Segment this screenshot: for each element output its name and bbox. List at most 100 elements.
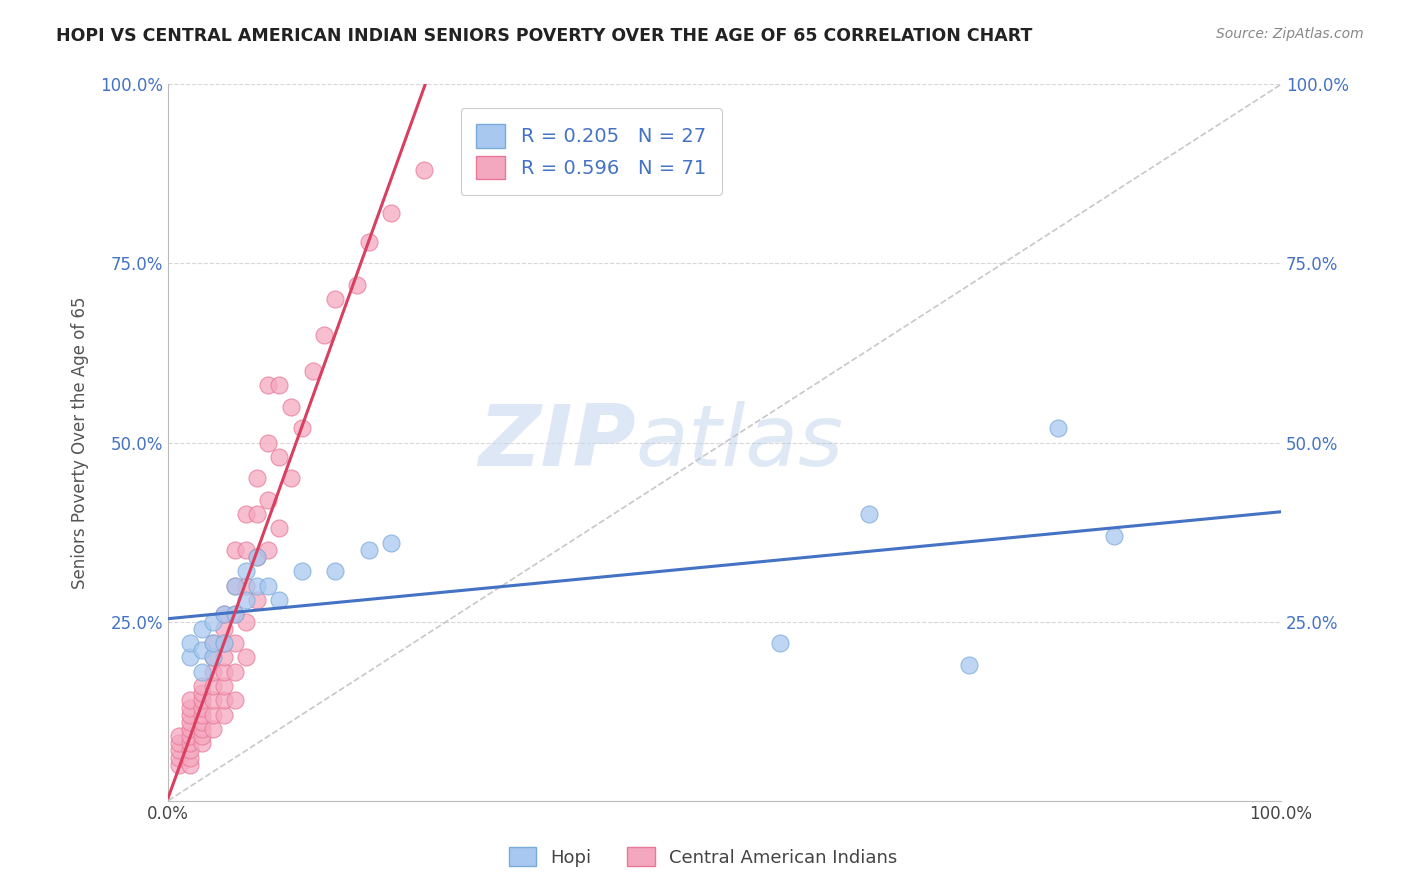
Point xyxy=(169,750,191,764)
Text: atlas: atlas xyxy=(636,401,844,484)
Point xyxy=(179,693,201,707)
Point xyxy=(212,679,235,693)
Point xyxy=(169,736,191,750)
Point xyxy=(190,665,212,679)
Point xyxy=(179,757,201,772)
Point xyxy=(235,650,257,665)
Point xyxy=(257,435,280,450)
Point xyxy=(224,607,246,622)
Point xyxy=(312,328,335,343)
Point xyxy=(257,543,280,558)
Point xyxy=(357,543,380,558)
Legend: R = 0.205   N = 27, R = 0.596   N = 71: R = 0.205 N = 27, R = 0.596 N = 71 xyxy=(461,109,721,194)
Point xyxy=(212,607,235,622)
Point xyxy=(246,471,269,485)
Point xyxy=(235,579,257,593)
Point xyxy=(179,722,201,736)
Point xyxy=(357,235,380,249)
Point xyxy=(269,450,291,464)
Point xyxy=(323,293,346,307)
Point xyxy=(269,593,291,607)
Point xyxy=(179,714,201,729)
Point xyxy=(169,729,191,743)
Y-axis label: Seniors Poverty Over the Age of 65: Seniors Poverty Over the Age of 65 xyxy=(72,296,89,589)
Point xyxy=(201,615,224,629)
Point xyxy=(190,679,212,693)
Point xyxy=(169,743,191,757)
Point xyxy=(291,565,314,579)
Point xyxy=(280,471,302,485)
Point xyxy=(179,700,201,714)
Point xyxy=(201,722,224,736)
Point xyxy=(235,565,257,579)
Point xyxy=(858,507,880,521)
Point xyxy=(190,686,212,700)
Point xyxy=(201,693,224,707)
Point xyxy=(224,607,246,622)
Point xyxy=(269,521,291,535)
Point xyxy=(201,636,224,650)
Point xyxy=(190,700,212,714)
Point xyxy=(201,636,224,650)
Point xyxy=(257,579,280,593)
Legend: Hopi, Central American Indians: Hopi, Central American Indians xyxy=(502,840,904,874)
Point xyxy=(190,643,212,657)
Point xyxy=(323,565,346,579)
Text: ZIP: ZIP xyxy=(478,401,636,484)
Point xyxy=(190,714,212,729)
Point xyxy=(179,743,201,757)
Point xyxy=(190,693,212,707)
Point xyxy=(224,543,246,558)
Point xyxy=(235,507,257,521)
Point xyxy=(190,729,212,743)
Point xyxy=(235,615,257,629)
Point xyxy=(346,277,368,292)
Point xyxy=(212,607,235,622)
Point xyxy=(235,593,257,607)
Point xyxy=(212,636,235,650)
Point xyxy=(380,206,402,220)
Point xyxy=(224,693,246,707)
Point xyxy=(212,622,235,636)
Point xyxy=(246,550,269,565)
Point xyxy=(169,757,191,772)
Point xyxy=(179,707,201,722)
Point xyxy=(201,650,224,665)
Point xyxy=(246,507,269,521)
Point xyxy=(413,163,436,178)
Point xyxy=(179,736,201,750)
Point xyxy=(246,550,269,565)
Point xyxy=(257,378,280,392)
Point xyxy=(235,543,257,558)
Point xyxy=(201,707,224,722)
Text: Source: ZipAtlas.com: Source: ZipAtlas.com xyxy=(1216,27,1364,41)
Text: HOPI VS CENTRAL AMERICAN INDIAN SENIORS POVERTY OVER THE AGE OF 65 CORRELATION C: HOPI VS CENTRAL AMERICAN INDIAN SENIORS … xyxy=(56,27,1032,45)
Point xyxy=(957,657,980,672)
Point xyxy=(224,665,246,679)
Point xyxy=(179,729,201,743)
Point xyxy=(224,579,246,593)
Point xyxy=(201,665,224,679)
Point xyxy=(179,750,201,764)
Point xyxy=(179,650,201,665)
Point xyxy=(302,364,325,378)
Point xyxy=(246,579,269,593)
Point xyxy=(190,736,212,750)
Point xyxy=(212,636,235,650)
Point xyxy=(201,650,224,665)
Point xyxy=(179,636,201,650)
Point xyxy=(257,492,280,507)
Point xyxy=(212,693,235,707)
Point xyxy=(190,722,212,736)
Point xyxy=(190,707,212,722)
Point xyxy=(291,421,314,435)
Point xyxy=(212,650,235,665)
Point xyxy=(201,679,224,693)
Point xyxy=(1047,421,1070,435)
Point xyxy=(224,636,246,650)
Point xyxy=(380,536,402,550)
Point xyxy=(1102,528,1125,542)
Point xyxy=(224,579,246,593)
Point xyxy=(190,622,212,636)
Point xyxy=(212,707,235,722)
